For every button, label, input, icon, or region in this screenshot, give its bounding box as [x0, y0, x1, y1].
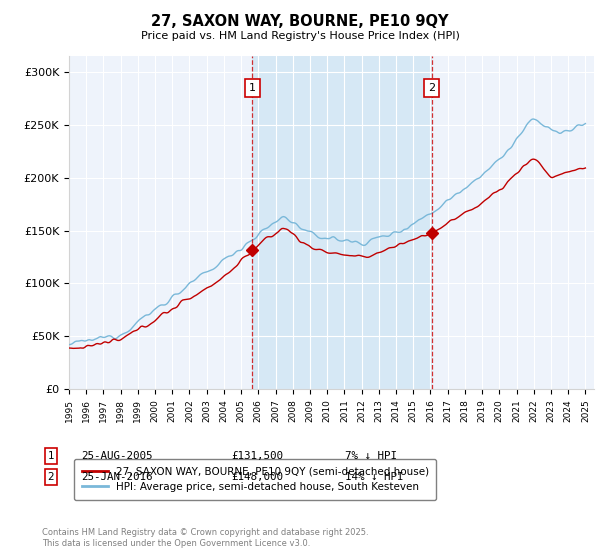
Text: 25-JAN-2016: 25-JAN-2016 — [81, 472, 152, 482]
Text: 25-AUG-2005: 25-AUG-2005 — [81, 451, 152, 461]
Text: 2: 2 — [47, 472, 55, 482]
Text: 7% ↓ HPI: 7% ↓ HPI — [345, 451, 397, 461]
Text: Price paid vs. HM Land Registry's House Price Index (HPI): Price paid vs. HM Land Registry's House … — [140, 31, 460, 41]
Text: £148,000: £148,000 — [231, 472, 283, 482]
Text: 2: 2 — [428, 83, 435, 93]
Legend: 27, SAXON WAY, BOURNE, PE10 9QY (semi-detached house), HPI: Average price, semi-: 27, SAXON WAY, BOURNE, PE10 9QY (semi-de… — [74, 459, 436, 500]
Bar — [253, 56, 431, 389]
Text: 1: 1 — [47, 451, 55, 461]
Text: £131,500: £131,500 — [231, 451, 283, 461]
Text: 1: 1 — [249, 83, 256, 93]
Text: 27, SAXON WAY, BOURNE, PE10 9QY: 27, SAXON WAY, BOURNE, PE10 9QY — [151, 14, 449, 29]
Text: Contains HM Land Registry data © Crown copyright and database right 2025.
This d: Contains HM Land Registry data © Crown c… — [42, 528, 368, 548]
Text: 14% ↓ HPI: 14% ↓ HPI — [345, 472, 404, 482]
